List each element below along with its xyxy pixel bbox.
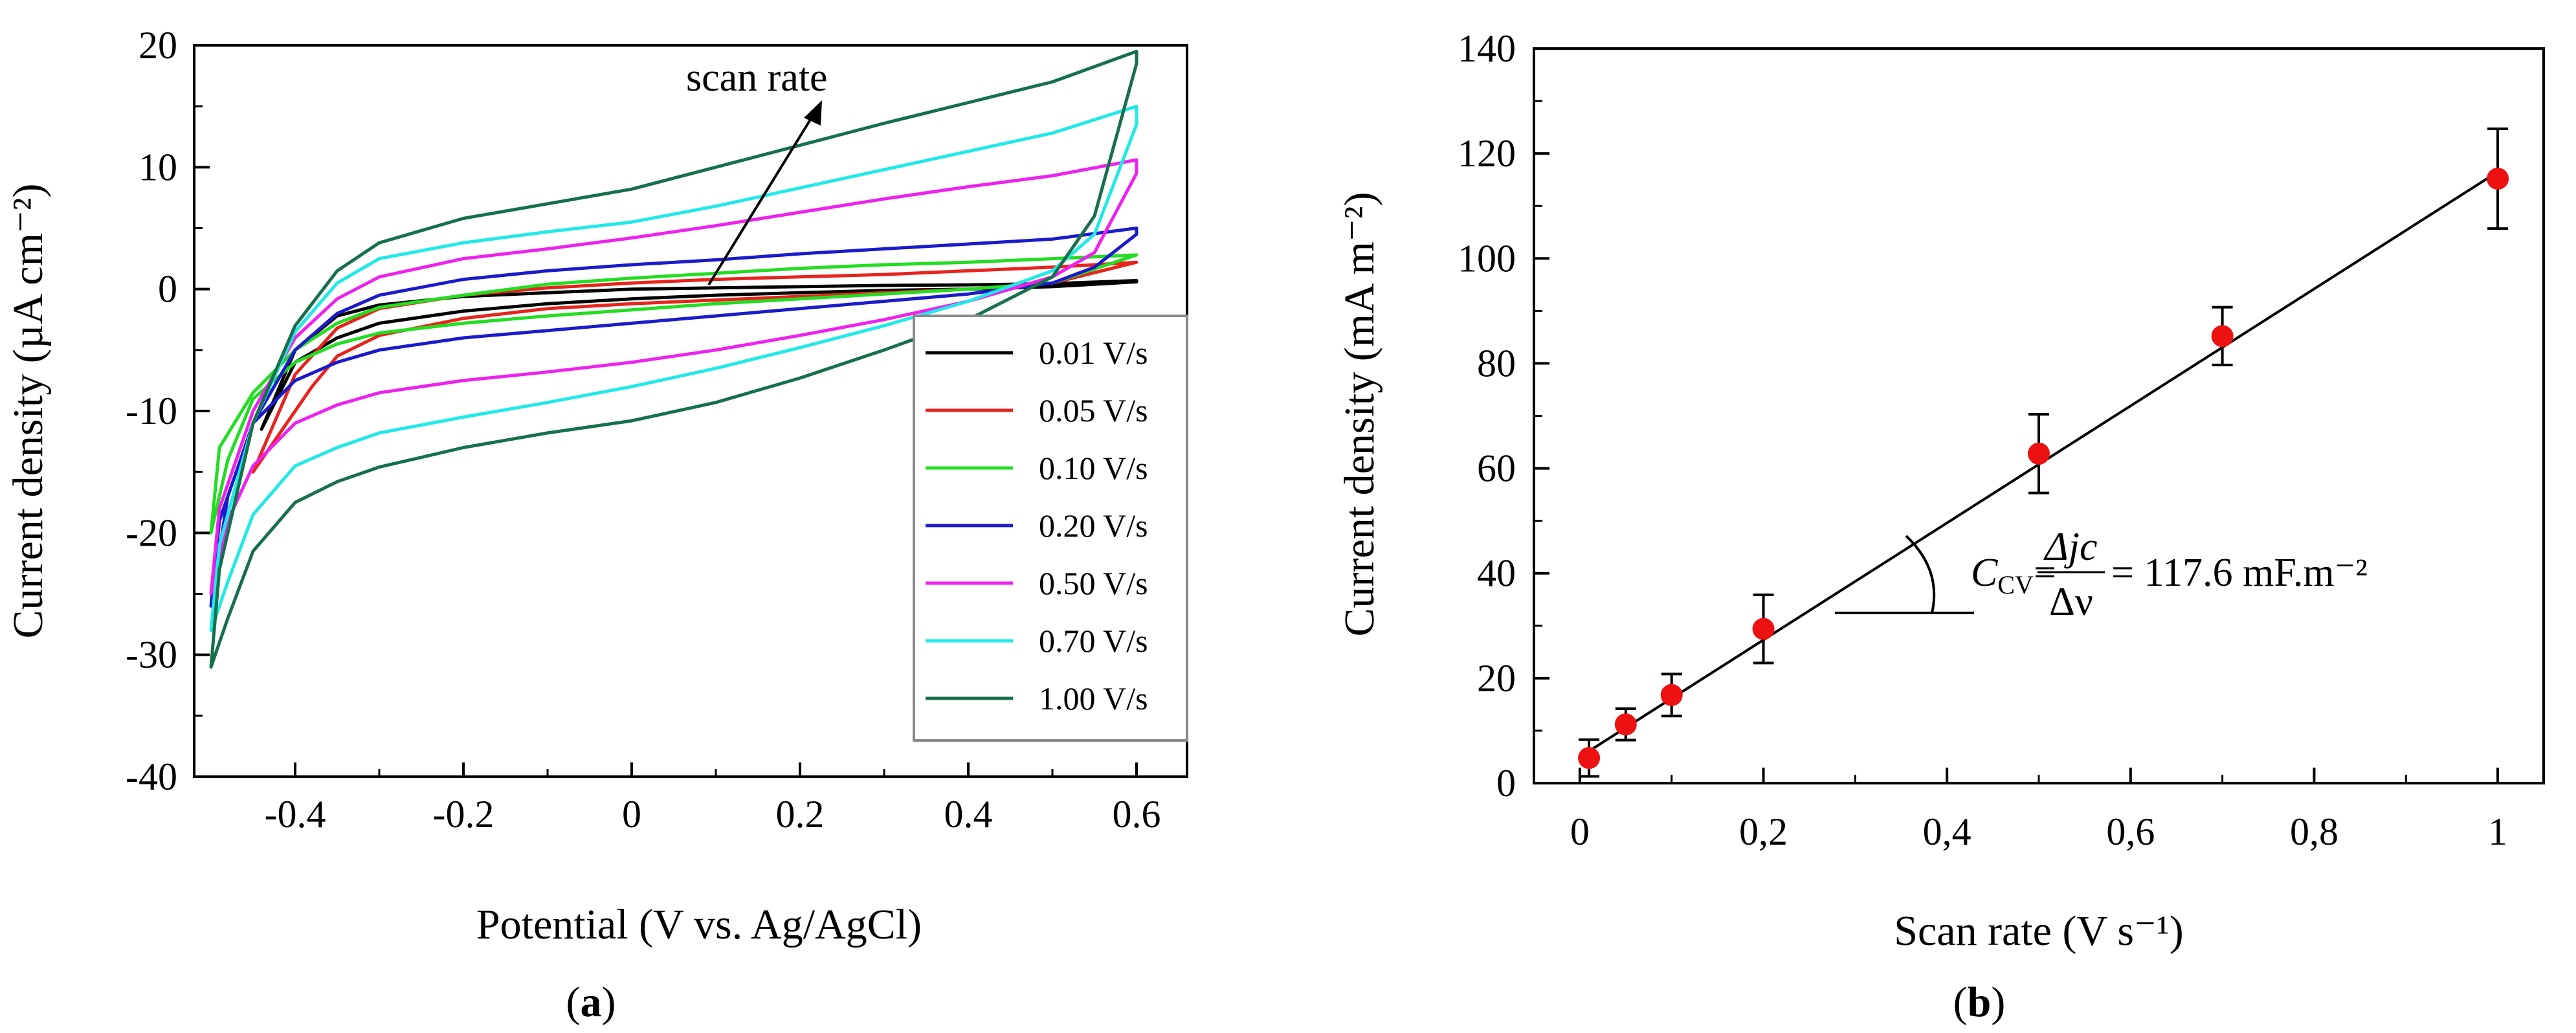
- chart-a-legend-label-6: 0.70 V/s: [1039, 623, 1148, 659]
- chart-a-y-axis-title: Current density (µA cm⁻²): [5, 183, 52, 638]
- chart-a-legend-label-4: 0.20 V/s: [1039, 507, 1148, 544]
- chart-a-series-6-curve: [209, 104, 1138, 632]
- chart-a-x-axis-title: Potential (V vs. Ag/AgCl): [476, 901, 922, 948]
- chart-b-formula-lhs: CCV=: [1971, 551, 2056, 599]
- chart-a-series-5-curve: [209, 158, 1138, 595]
- chart-b-x-tick-label: 0,4: [1923, 810, 1971, 853]
- chart-b-data-point: [2487, 168, 2509, 190]
- chart-a-y-tick-label: 0: [158, 268, 177, 311]
- chart-b-panel-label: (b): [1953, 979, 2006, 1026]
- chart-b-y-tick-label: 60: [1477, 447, 1516, 490]
- chart-a-legend-label-5: 0.50 V/s: [1039, 565, 1148, 601]
- chart-a-legend-label-2: 0.05 V/s: [1039, 392, 1148, 428]
- chart-a-y-tick-label: -10: [126, 390, 177, 432]
- chart-a-legend: 0.01 V/s 0.05 V/s 0.10 V/s 0.20 V/s 0.50 V/s…: [913, 315, 1188, 742]
- chart-a-legend-label-1: 0.01 V/s: [1039, 335, 1148, 371]
- chart-b-y-tick-label: 100: [1458, 237, 1516, 280]
- chart-b-formula-value: = 117.6 mF.m⁻²: [2111, 551, 2368, 595]
- chart-b-y-tick-label: 0: [1496, 762, 1516, 805]
- chart-a-annotation-scan-rate: scan rate: [686, 56, 828, 100]
- chart-a-x-tick-label: 0.4: [944, 793, 993, 836]
- chart-b-slope-arc: [1905, 535, 1936, 614]
- chart-b-x-tick-label: 0,2: [1739, 810, 1788, 853]
- chart-b-formula-denominator: Δν: [2049, 580, 2093, 624]
- chart-a-scan-rate-arrow: [707, 115, 814, 286]
- chart-b-data-point: [1660, 683, 1683, 706]
- chart-a-x-tick-label: -0.2: [433, 793, 494, 836]
- chart-b-formula-numerator: Δjc: [2043, 525, 2097, 569]
- chart-b-data-point: [1752, 617, 1775, 640]
- chart-a-ticks: -0.4 -0.2 0 0.2 0.4 0.6 -40 -30 -20 -10 0 10 20: [126, 24, 1160, 836]
- chart-a-series-4-curve: [209, 227, 1138, 608]
- chart-a-series-1-curve: [260, 279, 1138, 431]
- chart-a-legend-label-3: 0.10 V/s: [1039, 450, 1148, 486]
- chart-a-series-7-curve: [209, 49, 1138, 669]
- chart-b-x-tick-label: 1: [2488, 810, 2507, 853]
- chart-a-y-tick-label: -20: [126, 511, 177, 554]
- chart-a: -0.4 -0.2 0 0.2 0.4 0.6 -40 -30 -20 -10 0 10 20 scan…: [5, 24, 1188, 1026]
- chart-b-x-axis-title: Scan rate (V s⁻¹): [1894, 907, 2183, 955]
- chart-b-data-point: [1578, 747, 1601, 770]
- chart-b-y-tick-label: 20: [1477, 657, 1516, 700]
- chart-b-y-tick-label: 80: [1477, 342, 1516, 384]
- chart-a-y-tick-label: 20: [139, 24, 177, 67]
- chart-b-points-group: [1578, 128, 2509, 778]
- chart-b-ticks: 0 0,2 0,4 0,6 0,8 1 0 20 40 60 80 100 120 140: [1458, 27, 2507, 853]
- chart-b-y-tick-label: 140: [1458, 27, 1516, 70]
- chart-b-x-tick-label: 0: [1570, 810, 1590, 853]
- chart-a-y-tick-label: -40: [126, 755, 177, 798]
- chart-b-x-tick-label: 0,8: [2290, 810, 2338, 853]
- chart-a-series-group: [209, 49, 1138, 669]
- chart-a-x-tick-label: 0.6: [1113, 793, 1161, 836]
- chart-b-data-point: [2211, 325, 2234, 348]
- chart-a-series-3-curve: [209, 253, 1138, 535]
- chart-a-y-tick-label: -30: [126, 634, 177, 676]
- chart-b-y-tick-label: 120: [1458, 132, 1516, 175]
- chart-a-panel-label: (a): [566, 979, 616, 1026]
- chart-a-scan-rate-arrowhead: [804, 100, 822, 126]
- chart-b-y-tick-label: 40: [1477, 552, 1516, 595]
- chart-a-x-tick-label: 0.2: [776, 793, 825, 836]
- chart-a-legend-label-7: 1.00 V/s: [1039, 680, 1148, 716]
- chart-b-x-tick-label: 0,6: [2106, 810, 2155, 853]
- chart-a-legend-box: [913, 315, 1188, 742]
- chart-b: 0 0,2 0,4 0,6 0,8 1 0 20 40 60 80 100 120 140 CCV= Δj…: [1336, 27, 2545, 1026]
- chart-b-y-axis-title: Current density (mA m⁻²): [1336, 192, 1383, 636]
- chart-a-y-tick-label: 10: [139, 146, 177, 188]
- chart-a-x-tick-label: -0.4: [265, 793, 326, 836]
- chart-b-data-point: [1614, 713, 1637, 736]
- chart-b-data-point: [2028, 442, 2050, 465]
- chart-a-x-tick-label: 0: [622, 793, 641, 836]
